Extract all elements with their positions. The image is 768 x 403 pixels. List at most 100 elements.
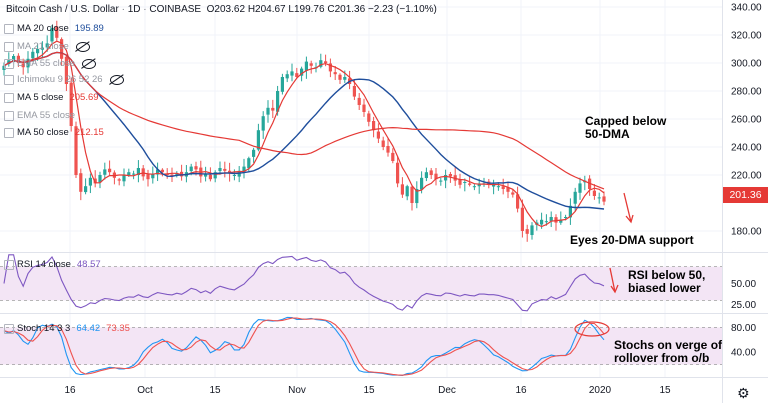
candle-body — [136, 168, 140, 176]
candle-body — [386, 146, 390, 153]
candle-body — [396, 162, 400, 184]
candle-body — [309, 63, 313, 66]
candle-body — [410, 186, 414, 203]
candle-body — [477, 183, 481, 187]
exchange: COINBASE — [149, 4, 202, 15]
candle-body — [60, 39, 64, 59]
candle-body — [141, 168, 145, 177]
gear-icon[interactable]: ⚙ — [737, 385, 750, 401]
ma5-line — [3, 40, 605, 228]
annotation-eyes: Eyes 20-DMA support — [570, 233, 694, 247]
candle-body — [276, 91, 280, 112]
candle-body — [117, 179, 121, 181]
hidden-eye-icon[interactable] — [75, 41, 90, 52]
candle-body — [592, 190, 596, 196]
legend-checkbox[interactable] — [4, 92, 14, 103]
candle-body — [328, 63, 332, 72]
rsi-line — [3, 254, 605, 312]
x-tick-label: Dec — [438, 385, 456, 396]
price-tick-label: 300.00 — [731, 59, 762, 70]
candle-body — [448, 174, 452, 177]
candle-body — [564, 217, 568, 219]
down-arrow-rsi-head — [610, 284, 619, 294]
legend-checkbox[interactable] — [4, 41, 14, 52]
legend-stoch[interactable]: Stoch 14 3 3 64.42 73.35 — [4, 323, 130, 334]
candle-body — [31, 51, 35, 59]
ohlc-high: H204.67 — [247, 4, 286, 15]
candle-body — [280, 77, 284, 92]
candle-body — [376, 131, 380, 139]
ohlc-change: −2.23 (−1.10%) — [367, 4, 437, 15]
candle-body — [549, 217, 553, 222]
candle-body — [415, 189, 419, 204]
down-arrow-rsi — [609, 267, 616, 293]
legend-ma21[interactable]: MA 21 close — [4, 41, 90, 52]
legend-checkbox[interactable] — [4, 259, 14, 270]
legend-checkbox[interactable] — [4, 127, 14, 138]
candle-body — [520, 207, 524, 231]
candle-body — [64, 56, 68, 84]
candle-body — [285, 74, 289, 79]
candle-body — [506, 187, 510, 192]
candle-body — [108, 168, 112, 173]
hidden-eye-icon[interactable] — [82, 58, 97, 69]
candle-body — [362, 104, 366, 112]
x-tick-label: 15 — [363, 385, 375, 396]
legend-checkbox[interactable] — [4, 58, 14, 69]
x-tick-label: 16 — [64, 385, 76, 396]
price-tick-label: 240.00 — [731, 143, 762, 154]
candle-body — [400, 184, 404, 195]
candle-body — [540, 219, 544, 225]
legend-checkbox[interactable] — [4, 110, 14, 121]
legend-rsi[interactable]: RSI 14 close 48.57 — [4, 259, 101, 270]
candle-body — [333, 72, 337, 75]
candle-body — [338, 74, 342, 80]
legend-ma20[interactable]: MA 20 close 195.89 — [4, 23, 104, 34]
candle-body — [472, 186, 476, 188]
candle-body — [103, 169, 107, 175]
x-tick-label: Nov — [288, 385, 306, 396]
hidden-eye-icon[interactable] — [109, 74, 124, 85]
chart-header: Bitcoin Cash / U.S. Dollar · 1D · COINBA… — [6, 4, 437, 15]
candle-body — [208, 174, 212, 180]
rsi-tick-label: 25.00 — [731, 300, 756, 311]
legend-checkbox[interactable] — [4, 323, 14, 334]
stoch-highlight-circle — [574, 321, 610, 337]
candle-body — [420, 177, 424, 190]
interval[interactable]: 1D — [127, 4, 141, 15]
legend-ma50[interactable]: MA 50 close 212.15 — [4, 127, 104, 138]
candle-body — [463, 182, 467, 184]
down-arrow-price — [623, 192, 632, 223]
candle-body — [160, 169, 164, 173]
ohlc-open: O203.62 — [206, 4, 246, 15]
legend-checkbox[interactable] — [4, 74, 14, 85]
candle-body — [69, 82, 73, 126]
x-tick-label: 15 — [659, 385, 671, 396]
legend-ma5[interactable]: MA 5 close 205.69 — [4, 92, 99, 103]
candle-body — [266, 107, 270, 115]
candle-body — [36, 49, 40, 54]
candle-body — [146, 174, 150, 180]
price-tick-label: 180.00 — [731, 227, 762, 238]
symbol-name[interactable]: Bitcoin Cash / U.S. Dollar — [6, 4, 119, 15]
last-price-tag: 201.36 — [723, 187, 768, 203]
candle-body — [516, 194, 520, 209]
candle-body — [511, 192, 515, 195]
x-tick-label: 15 — [209, 385, 221, 396]
candle-body — [218, 168, 222, 171]
candle-body — [127, 172, 131, 176]
candle-body — [602, 196, 606, 202]
candle-body — [578, 183, 582, 193]
candle-body — [74, 126, 78, 175]
candle-body — [381, 140, 385, 147]
candle-body — [50, 28, 54, 42]
candle-body — [559, 219, 563, 223]
stoch-d-line — [3, 317, 605, 376]
legend-ema55[interactable]: EMA 55 close — [4, 110, 75, 121]
legend-ichimoku[interactable]: Ichimoku 9 26 52 26 — [4, 74, 124, 85]
candle-body — [98, 175, 102, 183]
candle-body — [204, 173, 208, 177]
legend-ema[interactable]: EMA 55 close — [4, 58, 97, 69]
legend-checkbox[interactable] — [4, 23, 14, 34]
